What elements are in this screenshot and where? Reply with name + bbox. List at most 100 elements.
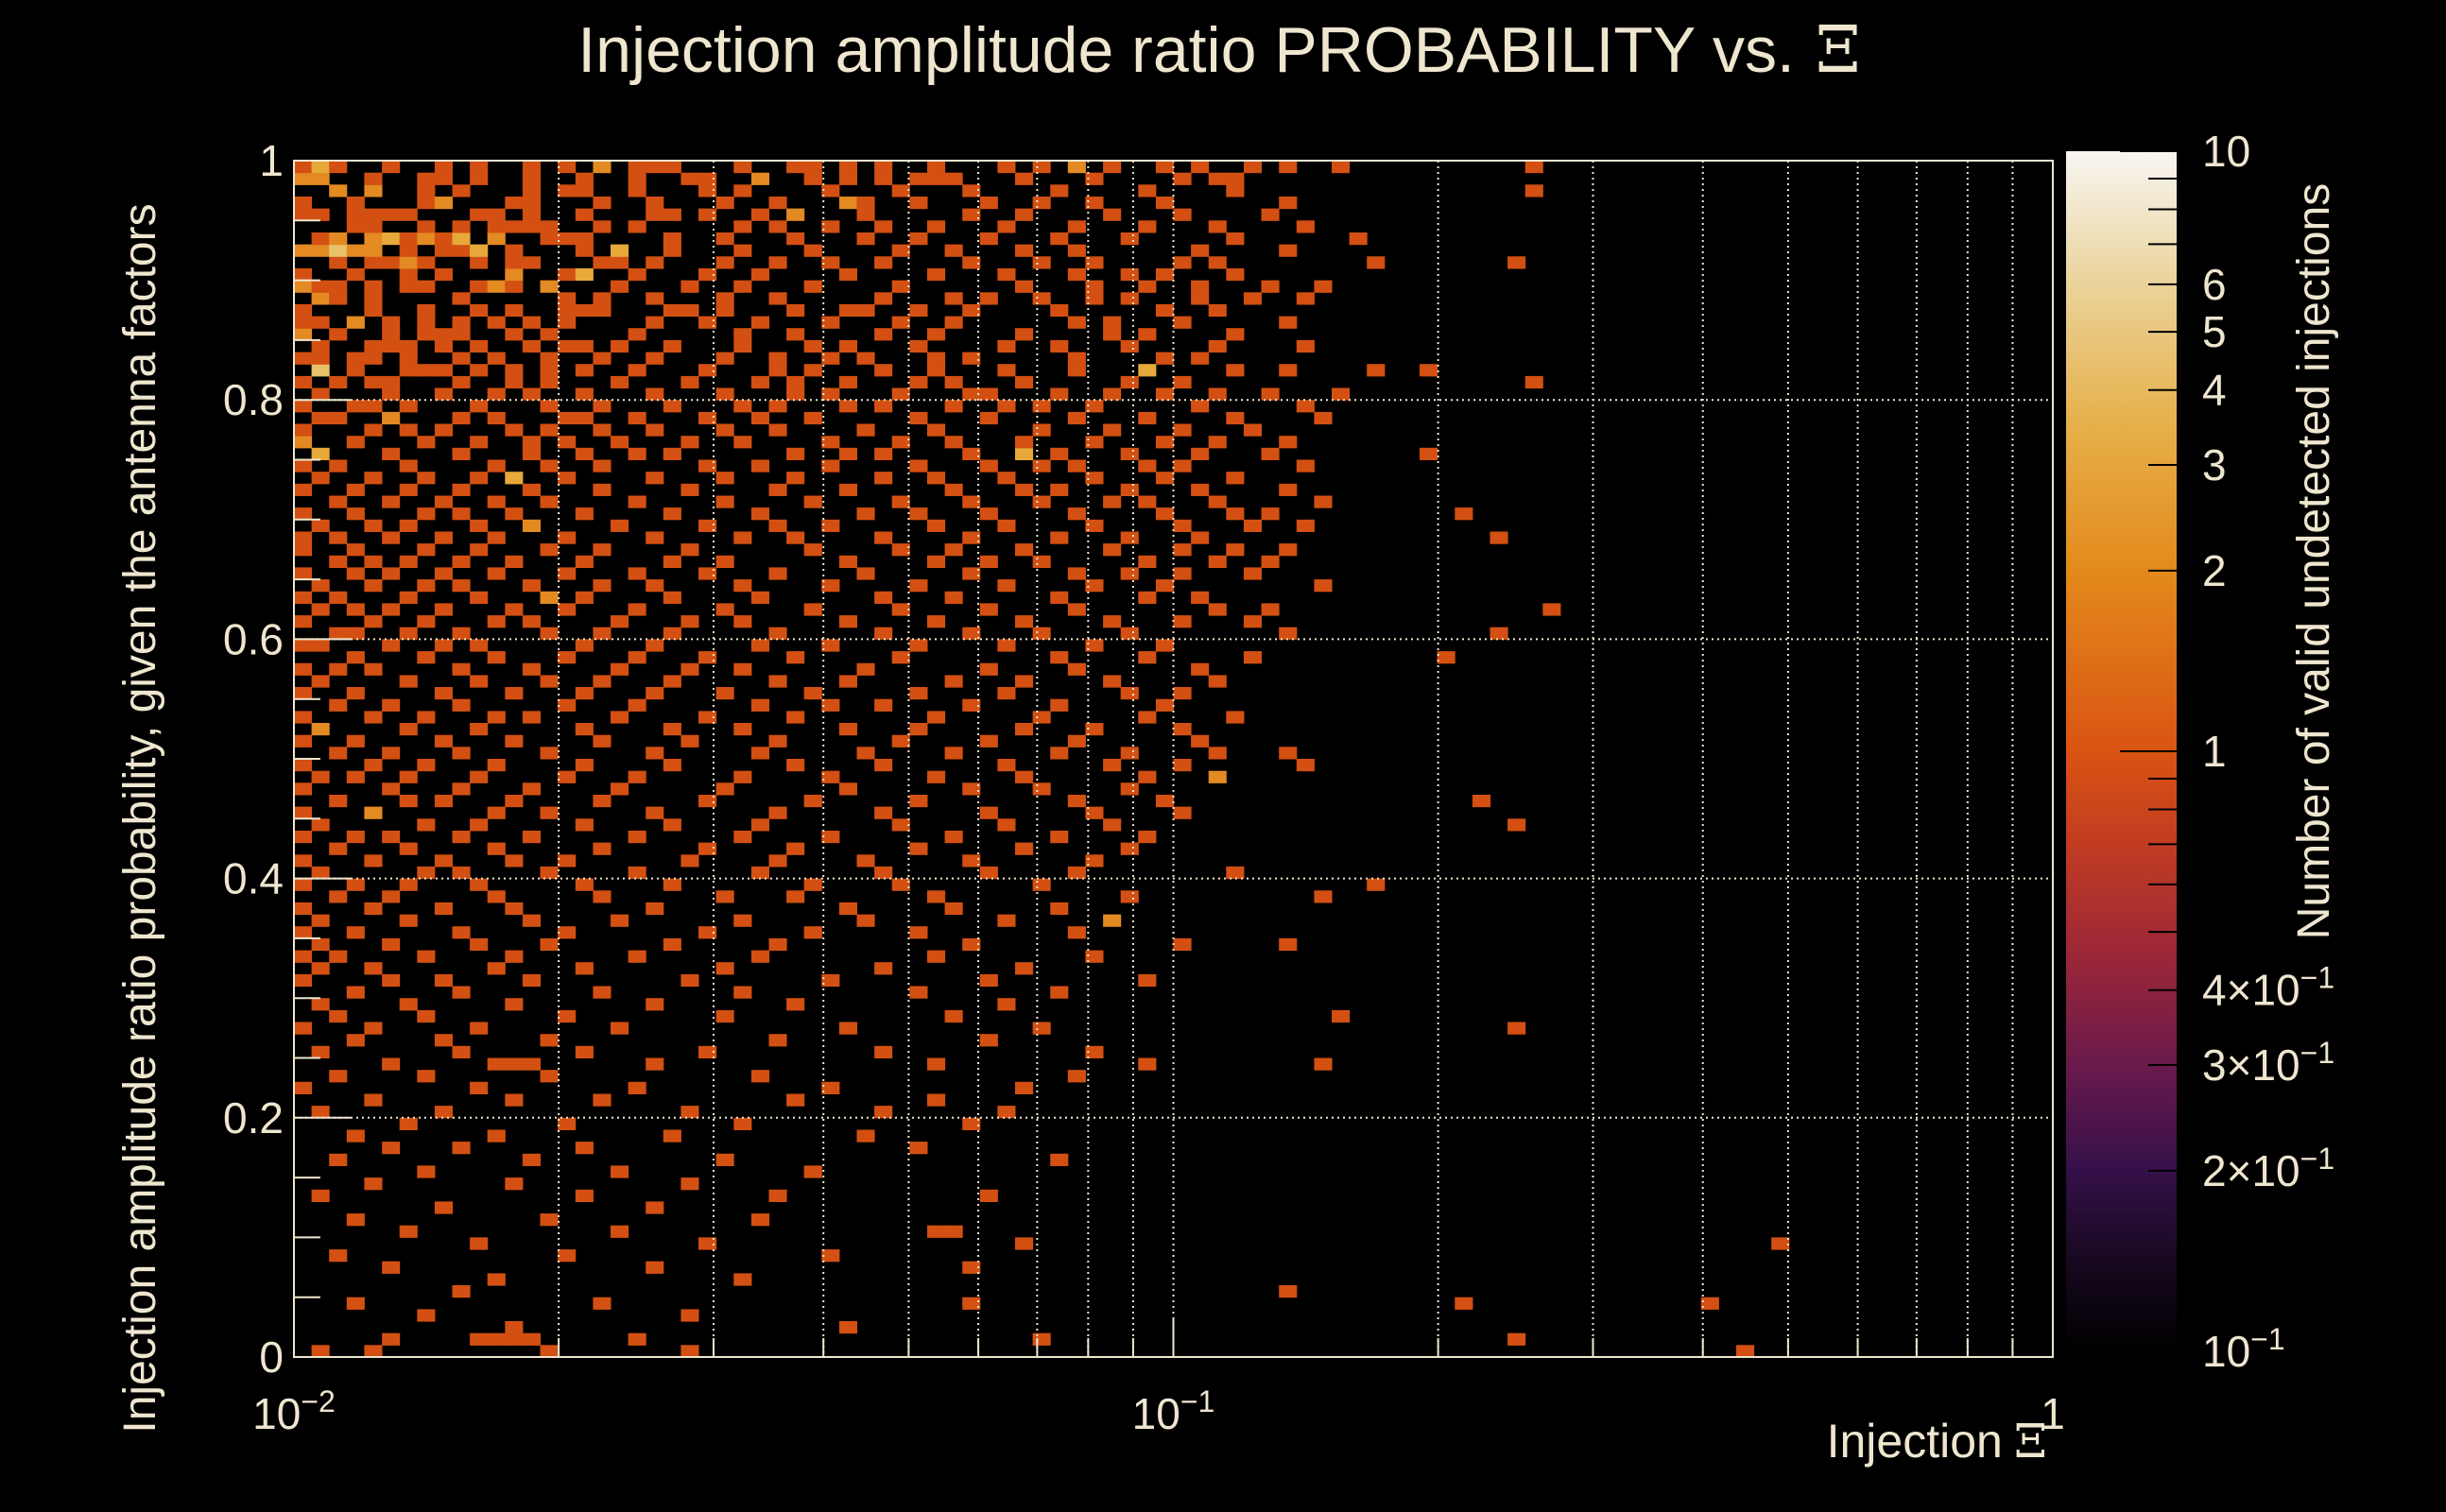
- heatmap-bin: [927, 555, 946, 568]
- heatmap-bin: [909, 303, 928, 318]
- heatmap-bin: [1138, 364, 1157, 377]
- heatmap-bin: [1191, 280, 1210, 293]
- heatmap-bin: [874, 591, 893, 604]
- heatmap-bin: [944, 244, 963, 257]
- heatmap-bin: [364, 806, 383, 819]
- heatmap-bin: [399, 675, 418, 688]
- heatmap-bin: [944, 1009, 963, 1023]
- heatmap-bin: [646, 197, 664, 210]
- heatmap-bin: [470, 436, 489, 449]
- heatmap-bin: [382, 890, 401, 903]
- y-tick-label: 0: [259, 1332, 284, 1382]
- heatmap-bin: [997, 161, 1016, 174]
- heatmap-bin: [452, 292, 471, 305]
- heatmap-bin: [891, 651, 910, 664]
- heatmap-bin: [909, 579, 928, 593]
- heatmap-bin: [1050, 986, 1069, 999]
- heatmap-bin: [838, 267, 857, 282]
- heatmap-bin: [593, 483, 612, 496]
- heatmap-bin: [1015, 483, 1034, 496]
- heatmap-bin: [733, 280, 752, 293]
- heatmap-bin: [786, 472, 805, 485]
- heatmap-bin: [750, 1070, 769, 1083]
- heatmap-bin: [715, 495, 734, 508]
- heatmap-bin: [628, 184, 646, 198]
- heatmap-bin: [417, 328, 436, 341]
- heatmap-bin: [1542, 603, 1561, 616]
- heatmap-bin: [311, 579, 330, 593]
- heatmap-bin: [382, 256, 401, 269]
- heatmap-bin: [1173, 208, 1192, 221]
- heatmap-bin: [593, 197, 612, 210]
- heatmap-bin: [1015, 543, 1034, 557]
- heatmap-bin: [927, 161, 946, 174]
- heatmap-bin: [1243, 519, 1262, 532]
- heatmap-bin: [575, 447, 594, 460]
- heatmap-bin: [1032, 555, 1051, 568]
- heatmap-bin: [680, 615, 699, 628]
- heatmap-bin: [962, 447, 981, 460]
- heatmap-bin: [505, 687, 524, 700]
- heatmap-bin: [611, 1165, 629, 1178]
- heatmap-bin: [382, 782, 401, 796]
- heatmap-bin: [399, 400, 418, 413]
- heatmap-bin: [1226, 172, 1245, 185]
- heatmap-bin: [382, 1057, 401, 1071]
- heatmap-bin: [1067, 567, 1086, 580]
- heatmap-bin: [364, 615, 383, 628]
- y-axis-title: Injection amplitude ratio probability, g…: [115, 203, 165, 1433]
- heatmap-bin: [1138, 459, 1157, 472]
- heatmap-bin: [452, 866, 471, 880]
- heatmap-bin: [505, 197, 524, 210]
- heatmap-bin: [979, 806, 998, 819]
- heatmap-bin: [364, 172, 383, 185]
- heatmap-bin: [663, 400, 681, 413]
- heatmap-bin: [522, 1153, 541, 1166]
- heatmap-bin: [786, 375, 805, 389]
- heatmap-bin: [628, 161, 646, 174]
- heatmap-bin: [593, 890, 612, 903]
- heatmap-bin: [452, 627, 471, 640]
- heatmap-bin: [1243, 651, 1262, 664]
- heatmap-bin: [311, 866, 330, 880]
- heatmap-bin: [715, 1009, 734, 1023]
- heatmap-bin: [522, 662, 541, 676]
- heatmap-bin: [927, 220, 946, 233]
- heatmap-bin: [874, 364, 893, 377]
- heatmap-bin: [1524, 375, 1543, 389]
- heatmap-bin: [540, 747, 559, 760]
- heatmap-bin: [294, 303, 313, 318]
- heatmap-bin: [417, 818, 436, 832]
- heatmap-bin: [487, 352, 506, 365]
- heatmap-bin: [346, 734, 365, 747]
- heatmap-bin: [1015, 328, 1034, 341]
- heatmap-bin: [522, 172, 541, 185]
- xi-symbol: Ξ: [2014, 1414, 2047, 1469]
- heatmap-bin: [575, 507, 594, 521]
- heatmap-bin: [487, 316, 506, 329]
- heatmap-bin: [803, 495, 822, 508]
- heatmap-bin: [1085, 256, 1104, 269]
- heatmap-bin: [821, 1249, 840, 1263]
- heatmap-bin: [1085, 197, 1104, 210]
- heatmap-bin: [434, 973, 453, 988]
- heatmap-bin: [399, 423, 418, 437]
- heatmap-bin: [434, 423, 453, 437]
- heatmap-bin: [803, 364, 822, 377]
- y-tick-label: 0.8: [223, 375, 284, 424]
- heatmap-bin: [294, 1081, 313, 1094]
- heatmap-bin: [346, 567, 365, 580]
- heatmap-bin: [1032, 292, 1051, 305]
- heatmap-bin: [611, 519, 629, 532]
- heatmap-bin: [927, 267, 946, 282]
- heatmap-bin: [346, 878, 365, 891]
- heatmap-bin: [311, 232, 330, 246]
- heatmap-bin: [733, 662, 752, 676]
- heatmap-bin: [962, 495, 981, 508]
- heatmap-bin: [1208, 555, 1227, 568]
- heatmap-bin: [1067, 220, 1086, 233]
- heatmap-bin: [909, 842, 928, 855]
- heatmap-bin: [1279, 483, 1298, 496]
- heatmap-bin: [1120, 747, 1139, 760]
- heatmap-bin: [417, 316, 436, 329]
